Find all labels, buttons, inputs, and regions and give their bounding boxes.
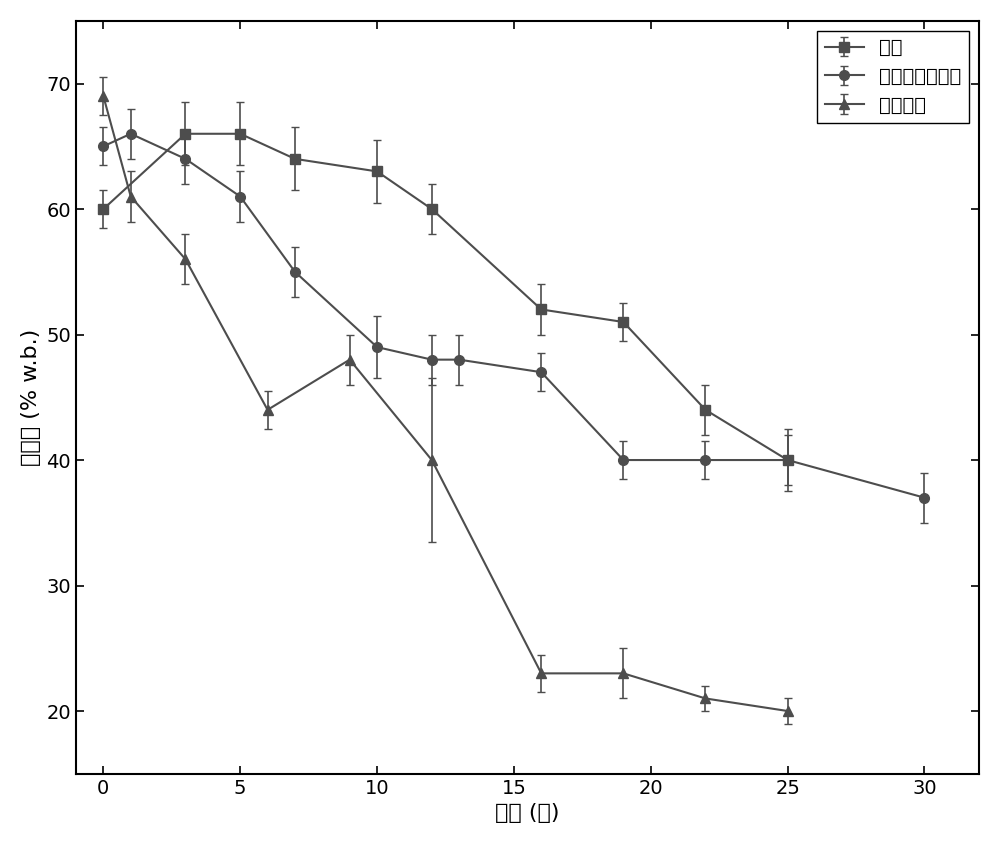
X-axis label: 时间 (天): 时间 (天)	[495, 803, 560, 823]
Y-axis label: 含水率 (% w.b.): 含水率 (% w.b.)	[21, 328, 41, 466]
Legend: 污泥, 畜禽粪便和沼渣, 餐厨垃圾: 污泥, 畜禽粪便和沼渣, 餐厨垃圾	[817, 30, 969, 122]
